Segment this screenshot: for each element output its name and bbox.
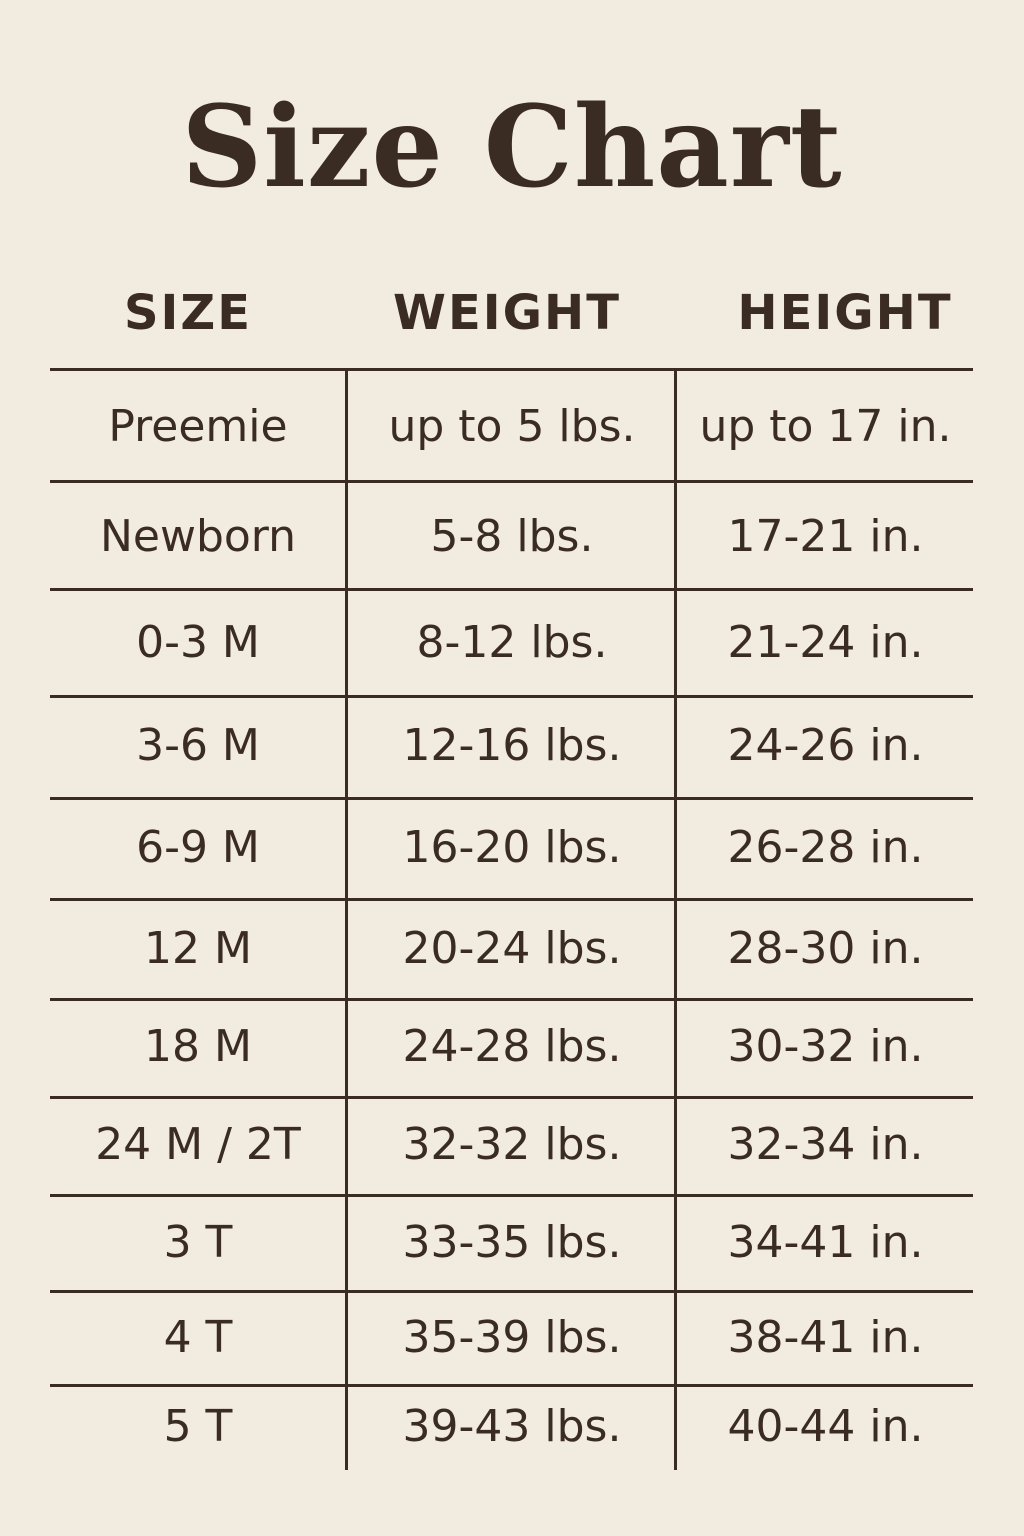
cell-height: 32-34 in. <box>727 1119 924 1170</box>
cell-weight: up to 5 lbs. <box>388 401 636 452</box>
header-weight: WEIGHT <box>393 285 621 341</box>
cell-height: 21-24 in. <box>727 617 924 668</box>
cell-weight: 24-28 lbs. <box>402 1021 622 1072</box>
row-divider <box>50 1194 973 1197</box>
cell-size: 4 T <box>163 1312 233 1363</box>
row-divider <box>50 998 973 1001</box>
cell-weight: 16-20 lbs. <box>402 822 622 873</box>
cell-weight: 33-35 lbs. <box>402 1217 622 1268</box>
cell-size: 24 M / 2T <box>95 1119 301 1170</box>
row-divider <box>50 480 973 483</box>
cell-size: 6-9 M <box>136 822 260 873</box>
row-divider <box>50 588 973 591</box>
column-divider <box>674 369 677 1470</box>
cell-height: 17-21 in. <box>727 511 924 562</box>
row-divider <box>50 797 973 800</box>
cell-weight: 39-43 lbs. <box>402 1401 622 1452</box>
cell-weight: 5-8 lbs. <box>430 511 594 562</box>
row-divider <box>50 695 973 698</box>
row-divider <box>50 898 973 901</box>
cell-height: up to 17 in. <box>699 401 952 452</box>
cell-height: 26-28 in. <box>727 822 924 873</box>
cell-weight: 20-24 lbs. <box>402 923 622 974</box>
cell-size: 3-6 M <box>136 720 260 771</box>
cell-size: Newborn <box>99 511 297 562</box>
cell-height: 24-26 in. <box>727 720 924 771</box>
cell-height: 40-44 in. <box>727 1401 924 1452</box>
cell-size: 12 M <box>144 923 252 974</box>
cell-height: 28-30 in. <box>727 923 924 974</box>
cell-size: 5 T <box>163 1401 233 1452</box>
cell-weight: 12-16 lbs. <box>402 720 622 771</box>
row-divider <box>50 1290 973 1293</box>
column-divider <box>345 369 348 1470</box>
cell-size: 3 T <box>163 1217 233 1268</box>
cell-weight: 32-32 lbs. <box>402 1119 622 1170</box>
cell-weight: 8-12 lbs. <box>416 617 608 668</box>
page-title: Size Chart <box>181 82 843 213</box>
cell-size: 18 M <box>144 1021 252 1072</box>
cell-height: 38-41 in. <box>727 1312 924 1363</box>
row-divider <box>50 368 973 371</box>
cell-height: 30-32 in. <box>727 1021 924 1072</box>
row-divider <box>50 1096 973 1099</box>
cell-size: Preemie <box>108 401 288 452</box>
row-divider <box>50 1384 973 1387</box>
cell-height: 34-41 in. <box>727 1217 924 1268</box>
header-size: SIZE <box>123 285 253 341</box>
cell-weight: 35-39 lbs. <box>402 1312 622 1363</box>
header-height: HEIGHT <box>737 285 953 341</box>
cell-size: 0-3 M <box>136 617 260 668</box>
